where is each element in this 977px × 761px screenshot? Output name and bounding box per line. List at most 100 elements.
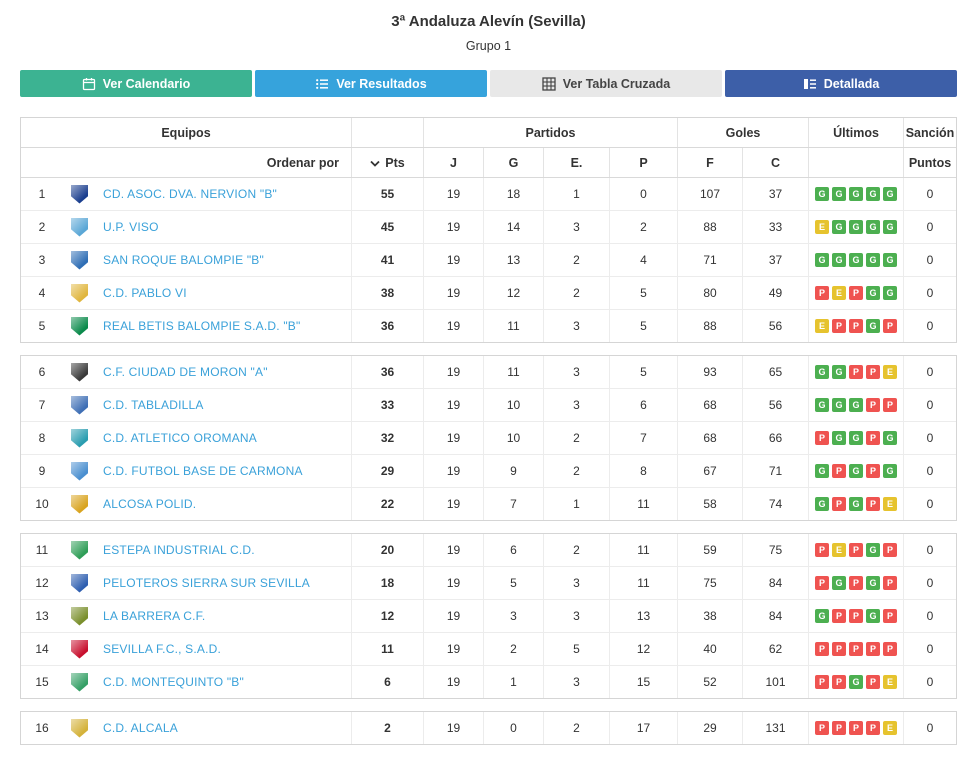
stat-lost: 11 [609,534,677,566]
stat-goals-for: 88 [677,310,742,342]
points-value: 38 [351,277,423,309]
stat-won: 18 [483,178,543,210]
team-crest-icon [71,672,88,692]
stat-lost: 5 [609,277,677,309]
form-badge-p: P [815,286,829,300]
stat-played: 19 [423,488,483,520]
form-badge-p: P [849,286,863,300]
team-name-link[interactable]: C.D. PABLO VI [103,286,187,300]
subheader-j: J [423,148,483,177]
tab-label: Ver Tabla Cruzada [562,76,671,91]
form-badge-g: G [866,319,880,333]
form-badge-p: P [866,431,880,445]
table-row: 5 REAL BETIS BALOMPIE S.A.D. "B" 36 19 1… [21,309,956,342]
stat-played: 19 [423,356,483,388]
rank: 16 [35,721,49,735]
team-name-link[interactable]: LA BARRERA C.F. [103,609,206,623]
stat-lost: 12 [609,633,677,665]
team-crest-icon [71,184,88,204]
crest-cell [63,534,96,566]
team-name-link[interactable]: C.F. CIUDAD DE MORON "A" [103,365,268,379]
form-badge-e: E [832,543,846,557]
team-name-link[interactable]: ALCOSA POLID. [103,497,197,511]
form-badge-g: G [866,543,880,557]
stat-lost: 5 [609,356,677,388]
rank: 8 [38,431,46,445]
team-name-link[interactable]: CD. ASOC. DVA. NERVION "B" [103,187,277,201]
team-name-link[interactable]: U.P. VISO [103,220,159,234]
stat-goals-for: 88 [677,211,742,243]
form-badge-p: P [832,319,846,333]
table-row: 3 SAN ROQUE BALOMPIE "B" 41 19 13 2 4 71… [21,243,956,276]
tab-ver-resultados[interactable]: Ver Resultados [255,70,487,97]
form-badge-g: G [815,253,829,267]
list-icon [315,77,329,91]
form-badge-g: G [883,253,897,267]
stat-lost: 7 [609,422,677,454]
calendar-icon [82,77,96,91]
rank: 7 [38,398,46,412]
form-badge-g: G [832,365,846,379]
stat-drawn: 2 [543,277,609,309]
form-badge-g: G [849,464,863,478]
form-badge-g: G [866,286,880,300]
subheader-c: C [742,148,808,177]
team-name-link[interactable]: C.D. FUTBOL BASE DE CARMONA [103,464,303,478]
team-name-link[interactable]: C.D. TABLADILLA [103,398,204,412]
tab-ver-calendario[interactable]: Ver Calendario [20,70,252,97]
stat-goals-for: 29 [677,712,742,744]
team-crest-icon [71,395,88,415]
subheader-spacer [21,148,96,177]
stat-drawn: 3 [543,389,609,421]
stat-goals-against: 84 [742,567,808,599]
tab-detallada[interactable]: Detallada [725,70,957,97]
sanction-value: 0 [903,600,956,632]
stat-drawn: 5 [543,633,609,665]
team-crest-icon [71,283,88,303]
table-row: 8 C.D. ATLETICO OROMANA 32 19 10 2 7 68 … [21,421,956,454]
stat-played: 19 [423,277,483,309]
form-badge-g: G [832,187,846,201]
crest-cell [63,488,96,520]
team-name-link[interactable]: ESTEPA INDUSTRIAL C.D. [103,543,255,557]
team-name-link[interactable]: SAN ROQUE BALOMPIE "B" [103,253,264,267]
subheader-ordenar-por: Ordenar por [266,155,339,170]
rank: 2 [38,220,46,234]
team-name-link[interactable]: REAL BETIS BALOMPIE S.A.D. "B" [103,319,301,333]
form-badge-g: G [815,464,829,478]
sort-pts-header[interactable]: Pts [351,148,423,177]
form-badge-g: G [866,576,880,590]
points-value: 22 [351,488,423,520]
rank: 1 [38,187,46,201]
rank: 11 [35,543,49,557]
team-name-link[interactable]: SEVILLA F.C., S.A.D. [103,642,222,656]
stat-goals-against: 75 [742,534,808,566]
team-name-link[interactable]: C.D. ALCALA [103,721,178,735]
stat-drawn: 3 [543,211,609,243]
chevron-down-icon [370,156,380,170]
stat-goals-against: 56 [742,389,808,421]
stat-goals-for: 52 [677,666,742,698]
team-name-link[interactable]: PELOTEROS SIERRA SUR SEVILLA [103,576,311,590]
tab-ver-tabla-cruzada[interactable]: Ver Tabla Cruzada [490,70,722,97]
stat-goals-for: 59 [677,534,742,566]
stat-lost: 17 [609,712,677,744]
stat-played: 19 [423,178,483,210]
rank: 10 [35,497,49,511]
stat-played: 19 [423,389,483,421]
rank: 12 [35,576,49,590]
team-name-link[interactable]: C.D. ATLETICO OROMANA [103,431,257,445]
points-value: 12 [351,600,423,632]
rank: 14 [35,642,49,656]
stat-goals-for: 68 [677,389,742,421]
form-badge-e: E [815,220,829,234]
team-name-link[interactable]: C.D. MONTEQUINTO "B" [103,675,244,689]
stat-goals-against: 49 [742,277,808,309]
sanction-value: 0 [903,356,956,388]
